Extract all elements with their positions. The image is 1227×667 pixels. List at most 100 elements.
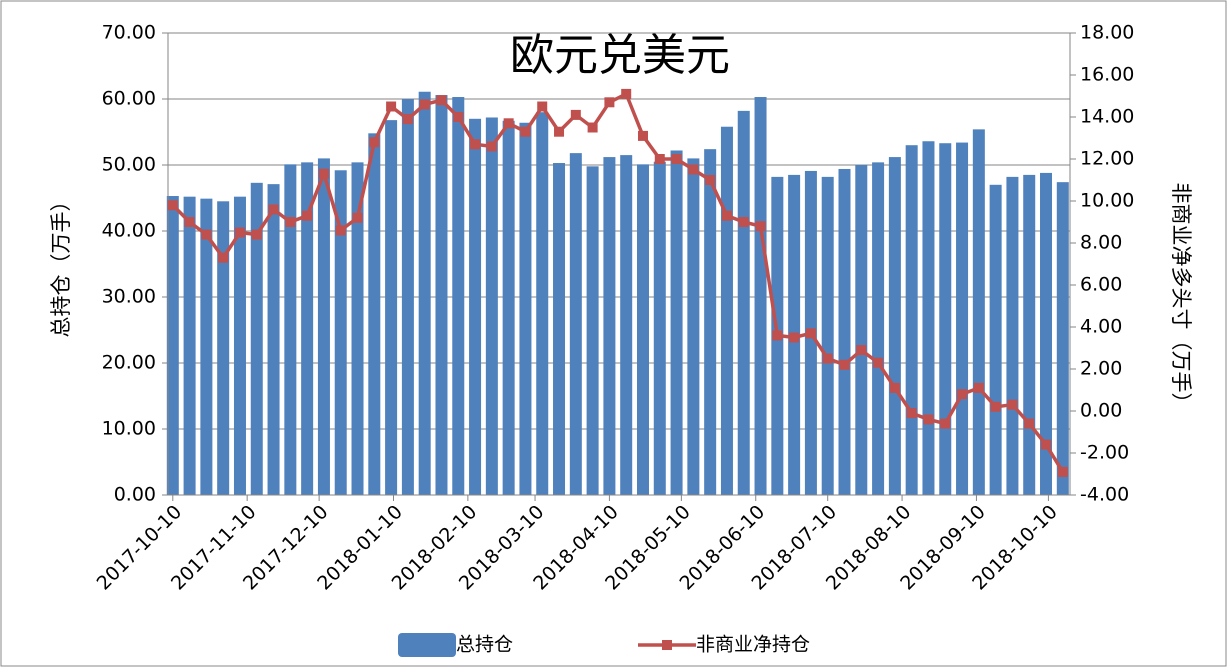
bar <box>385 120 398 496</box>
line-marker <box>302 210 313 221</box>
bar <box>233 196 246 495</box>
line-marker <box>218 252 229 263</box>
y2-axis-title: 非商业净多头寸（万手） <box>1169 183 1193 414</box>
line-marker <box>436 95 447 106</box>
y2-tick-label: 18.00 <box>1080 22 1134 44</box>
line-marker <box>873 357 884 368</box>
bar <box>351 162 364 496</box>
line-marker <box>906 408 917 419</box>
line-marker <box>503 118 514 129</box>
bar <box>1023 174 1036 495</box>
bar <box>636 164 649 495</box>
bar <box>519 122 532 495</box>
bar <box>653 161 666 495</box>
line-marker <box>520 126 531 137</box>
y2-tick-label: -2.00 <box>1080 442 1129 464</box>
y2-tick-label: 6.00 <box>1080 274 1122 296</box>
bar <box>603 157 616 495</box>
legend-label: 非商业净持仓 <box>696 634 810 656</box>
bar <box>217 201 230 496</box>
bar <box>435 95 448 495</box>
y2-tick-label: 14.00 <box>1080 106 1134 128</box>
line-marker <box>789 332 800 343</box>
y2-tick-label: -4.00 <box>1080 484 1129 506</box>
line-marker <box>822 353 833 364</box>
legend-swatch <box>662 640 672 650</box>
line-marker <box>705 175 716 185</box>
line-marker <box>721 210 732 221</box>
y2-tick-label: 12.00 <box>1080 148 1134 170</box>
bar <box>972 129 985 496</box>
line-marker <box>453 112 464 122</box>
bar <box>485 117 498 495</box>
line-marker <box>973 382 984 393</box>
line-marker <box>1057 466 1068 477</box>
y-tick-label: 20.00 <box>102 352 156 374</box>
line-marker <box>671 154 682 164</box>
bar <box>586 166 599 495</box>
bar <box>872 162 885 496</box>
line-marker <box>570 109 581 120</box>
bar <box>301 162 314 496</box>
line-marker <box>654 154 665 164</box>
y2-tick-label: 16.00 <box>1080 64 1134 86</box>
legend-label: 总持仓 <box>456 634 513 656</box>
bar <box>670 150 683 496</box>
bar <box>469 118 482 496</box>
bar <box>620 155 633 495</box>
line-marker <box>637 130 648 141</box>
line-marker <box>285 217 296 227</box>
line-marker <box>352 212 363 223</box>
bar <box>284 164 297 495</box>
line-marker <box>402 114 413 125</box>
bar <box>553 163 566 495</box>
bar <box>687 158 700 495</box>
line-marker <box>940 418 951 429</box>
bar <box>317 158 330 495</box>
bar <box>334 170 347 495</box>
bar <box>855 165 868 495</box>
y-tick-label: 50.00 <box>102 154 156 176</box>
line-marker <box>755 221 766 232</box>
line-marker <box>889 382 900 393</box>
y2-tick-label: 10.00 <box>1080 190 1134 212</box>
bar <box>250 182 263 495</box>
line-marker <box>805 328 816 339</box>
legend-swatch <box>398 633 456 657</box>
bar <box>418 91 431 496</box>
bar <box>956 142 969 495</box>
bar <box>200 198 213 495</box>
bar <box>1006 176 1019 495</box>
y-tick-label: 30.00 <box>102 286 156 308</box>
line-marker <box>537 101 548 112</box>
bar <box>452 97 465 496</box>
line-marker <box>856 345 867 356</box>
chart-title: 欧元兑美元 <box>510 30 730 81</box>
bar <box>1040 172 1053 496</box>
bar <box>536 112 549 495</box>
bar <box>401 99 414 495</box>
bar <box>704 149 717 495</box>
line-marker <box>1041 439 1052 450</box>
line-marker <box>201 229 212 240</box>
y-axis-title: 总持仓（万手） <box>49 191 73 338</box>
bar <box>821 176 834 495</box>
bar <box>720 126 733 495</box>
line-marker <box>923 414 934 425</box>
bar <box>368 133 381 495</box>
line-marker <box>604 97 615 108</box>
bar <box>737 110 750 495</box>
bar <box>922 141 935 496</box>
y-tick-label: 60.00 <box>102 88 156 110</box>
line-marker <box>1024 418 1035 429</box>
y-tick-label: 0.00 <box>114 484 156 506</box>
line-marker <box>772 330 783 341</box>
y2-tick-label: 0.00 <box>1080 400 1122 422</box>
line-marker <box>234 227 245 238</box>
line-marker <box>268 204 279 215</box>
y-tick-label: 70.00 <box>102 22 156 44</box>
bar <box>989 184 1002 496</box>
line-marker <box>369 137 380 148</box>
line-marker <box>386 101 397 112</box>
